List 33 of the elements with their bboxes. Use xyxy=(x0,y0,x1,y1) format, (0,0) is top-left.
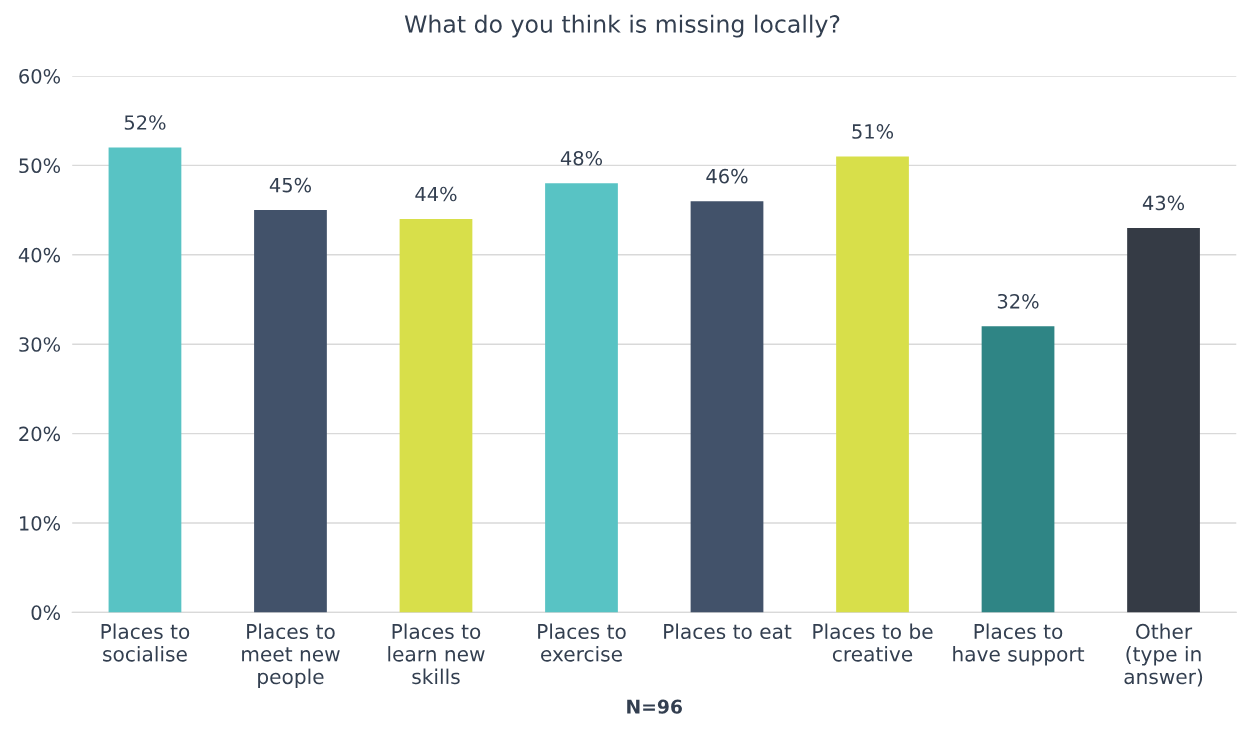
bar xyxy=(545,183,618,613)
bar xyxy=(981,326,1055,613)
x-tick-label: Places to socialise xyxy=(101,623,190,662)
data-label: 45% xyxy=(269,177,312,193)
y-tick-label: 40% xyxy=(18,247,61,263)
bar xyxy=(836,156,909,613)
y-tick-label: 0% xyxy=(31,605,61,621)
x-tick-label: Places to meet new people xyxy=(242,623,340,689)
x-tick-label: Places to have support xyxy=(953,623,1085,666)
bar xyxy=(254,210,327,613)
y-tick-label: 20% xyxy=(19,426,61,442)
x-tick-label: Places to be creative xyxy=(813,623,933,662)
data-label: 43% xyxy=(1142,195,1185,211)
bar xyxy=(108,147,182,613)
bar xyxy=(399,219,473,613)
data-label: 48% xyxy=(560,150,603,166)
x-tick-label: Places to eat xyxy=(664,623,792,640)
bar xyxy=(690,201,764,613)
y-tick-label: 60% xyxy=(19,68,61,84)
chart-title: What do you think is missing locally? xyxy=(404,14,840,38)
data-label: 32% xyxy=(997,293,1039,309)
data-label: 52% xyxy=(124,115,166,130)
x-tick-label: Places to learn new skills xyxy=(388,623,485,685)
x-tick-label: Places to exercise xyxy=(538,623,626,662)
y-tick-label: 10% xyxy=(20,515,61,531)
data-label: 44% xyxy=(415,186,457,202)
y-tick-label: 30% xyxy=(19,337,61,352)
data-label: 51% xyxy=(852,124,894,139)
x-tick-label: Other (type in answer) xyxy=(1124,623,1203,687)
data-label: 46% xyxy=(706,168,748,184)
bar xyxy=(1127,227,1200,613)
x-axis-title: N=96 xyxy=(627,699,682,714)
y-tick-label: 50% xyxy=(19,158,61,174)
